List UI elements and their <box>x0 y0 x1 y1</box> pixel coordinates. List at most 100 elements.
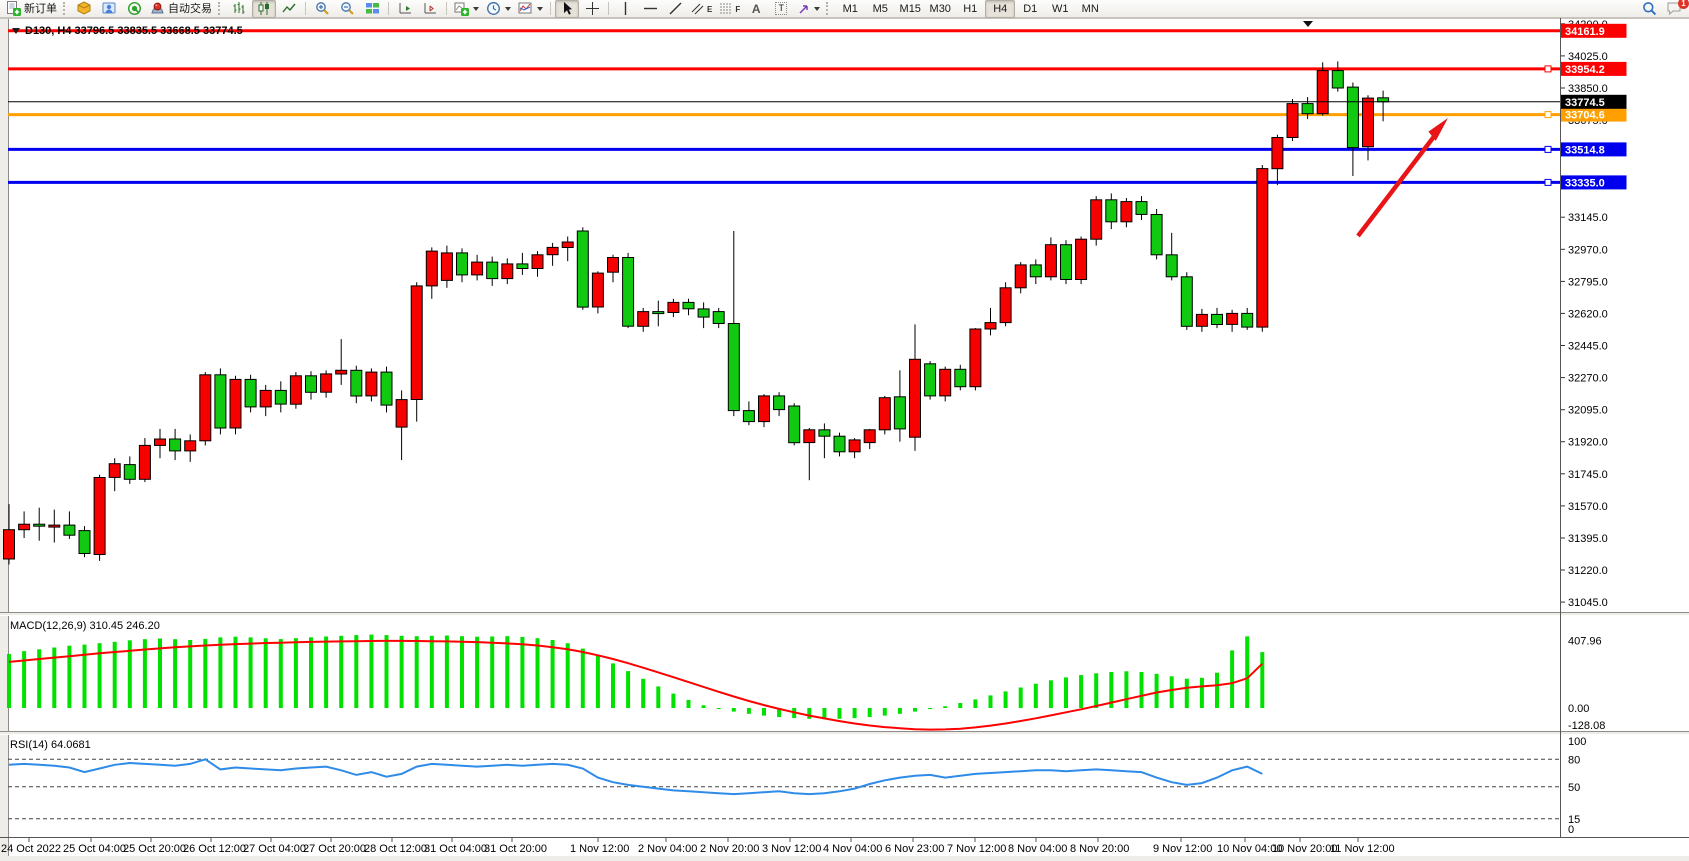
candle-body <box>199 374 212 442</box>
channel-button[interactable]: E <box>688 0 715 18</box>
macd-bar <box>1064 677 1068 708</box>
candle-body <box>607 257 619 273</box>
symbol-title-text: D130, H4 33796.5 33835.5 33668.5 33774.5 <box>25 25 243 37</box>
fibonacci-button[interactable]: F <box>716 0 743 18</box>
macd-bar <box>1245 636 1250 708</box>
svg-text:33704.6: 33704.6 <box>1565 110 1605 122</box>
add-indicator-icon <box>454 2 469 16</box>
time-tick-label: 28 Oct 12:00 <box>364 843 427 855</box>
candle-body <box>1029 264 1042 278</box>
panel-separator[interactable] <box>0 612 1689 616</box>
time-tick-label: 2 Nov 20:00 <box>700 843 759 855</box>
macd-bar <box>278 639 283 708</box>
zoom-out-button[interactable] <box>335 0 359 18</box>
new-order-icon <box>7 1 21 16</box>
channel-glyph: E <box>707 4 713 14</box>
candle-body <box>712 311 725 325</box>
candle-chart-button[interactable] <box>252 0 276 18</box>
rsi-scale-label: 100 <box>1568 736 1586 748</box>
candle-body <box>320 373 333 393</box>
arrows-button[interactable] <box>794 0 823 18</box>
macd-bar <box>52 647 57 708</box>
tab-timeframe-W1[interactable]: W1 <box>1051 2 1069 15</box>
signals-button[interactable] <box>122 0 146 18</box>
timeframe-group: M1 M5 M15 M30 H1 H4 D1 W1 MN <box>835 0 1105 18</box>
auto-scroll-button[interactable] <box>393 0 417 18</box>
toolbar-separator <box>446 2 447 15</box>
tab-timeframe-M30[interactable]: M30 <box>929 2 951 15</box>
tab-timeframe-MN[interactable]: MN <box>1081 2 1099 15</box>
chart-shift-button[interactable] <box>418 0 442 18</box>
tab-timeframe-H1[interactable]: H1 <box>963 2 978 15</box>
line-handle[interactable] <box>1544 65 1552 73</box>
candle-body <box>440 252 453 281</box>
tab-timeframe-M1[interactable]: M1 <box>842 2 858 15</box>
candle-body <box>154 438 166 446</box>
community-button[interactable] <box>97 0 121 18</box>
candle-body <box>773 395 786 411</box>
tile-windows-button[interactable] <box>360 0 384 18</box>
vertical-line-button[interactable] <box>613 0 637 18</box>
crosshair-icon <box>585 2 599 15</box>
macd-bar <box>897 708 902 714</box>
macd-bar <box>973 699 978 708</box>
autotrading-label: 自动交易 <box>168 2 212 15</box>
line-chart-button[interactable] <box>277 0 301 18</box>
rsi-scale-label: 80 <box>1568 754 1580 766</box>
macd-bar <box>112 641 117 708</box>
zoom-in-button[interactable] <box>310 0 334 18</box>
new-order-button[interactable]: 新订单 <box>3 0 60 18</box>
chat-button[interactable]: 1 <box>1662 0 1689 18</box>
candle-body <box>395 399 408 428</box>
candle-body <box>48 524 61 528</box>
autotrading-button[interactable]: 自动交易 <box>147 0 215 18</box>
candle-body <box>516 263 529 269</box>
bar-chart-button[interactable] <box>227 0 251 18</box>
tab-timeframe-D1[interactable]: D1 <box>1023 2 1038 15</box>
line-handle[interactable] <box>1544 111 1552 119</box>
cursor-button[interactable] <box>555 0 579 18</box>
macd-bar <box>762 708 766 716</box>
candle-body <box>652 311 665 315</box>
price-tick-label: 31920.0 <box>1568 437 1608 449</box>
crosshair-button[interactable] <box>580 0 604 18</box>
panel-separator[interactable] <box>0 731 1689 735</box>
line-handle[interactable] <box>1544 145 1552 153</box>
macd-bar <box>414 636 419 708</box>
tab-timeframe-H4[interactable]: H4 <box>985 0 1016 18</box>
candle-body <box>909 358 921 438</box>
horizontal-line-button[interactable] <box>638 0 662 18</box>
macd-bar <box>958 703 963 708</box>
candle-body <box>727 323 740 412</box>
macd-bar <box>1079 675 1084 708</box>
scroll-marker-icon[interactable] <box>1303 21 1313 27</box>
periods-button[interactable] <box>483 0 514 18</box>
svg-text:33335.0: 33335.0 <box>1565 177 1605 189</box>
time-tick-label: 10 Nov 20:00 <box>1272 843 1337 855</box>
candle-body <box>1105 199 1118 223</box>
candle-body <box>1090 199 1103 240</box>
price-tick-label: 32270.0 <box>1568 373 1608 385</box>
trendline-button[interactable] <box>663 0 687 18</box>
candle-body <box>576 230 589 308</box>
svg-text:33774.5: 33774.5 <box>1565 97 1605 109</box>
templates-button[interactable] <box>515 0 546 18</box>
candle-body <box>1075 238 1088 280</box>
market-cube-button[interactable] <box>72 0 96 18</box>
line-handle[interactable] <box>1544 178 1552 186</box>
zoom-in-icon <box>315 2 329 15</box>
text-label-button[interactable]: T <box>769 0 793 18</box>
quick-trade-expander-icon[interactable] <box>12 28 20 34</box>
search-button[interactable] <box>1637 0 1661 18</box>
tab-timeframe-M5[interactable]: M5 <box>872 2 888 15</box>
macd-bar <box>1154 673 1159 708</box>
symbol-title[interactable]: D130, H4 33796.5 33835.5 33668.5 33774.5 <box>12 25 243 37</box>
tab-timeframe-M15[interactable]: M15 <box>899 2 921 15</box>
candle-body <box>1316 70 1329 115</box>
candle-body <box>1301 103 1314 115</box>
add-indicator-button[interactable] <box>451 0 482 18</box>
candle-body <box>682 301 695 310</box>
text-button[interactable]: A <box>744 0 768 18</box>
annotation-arrow[interactable] <box>1356 114 1448 238</box>
